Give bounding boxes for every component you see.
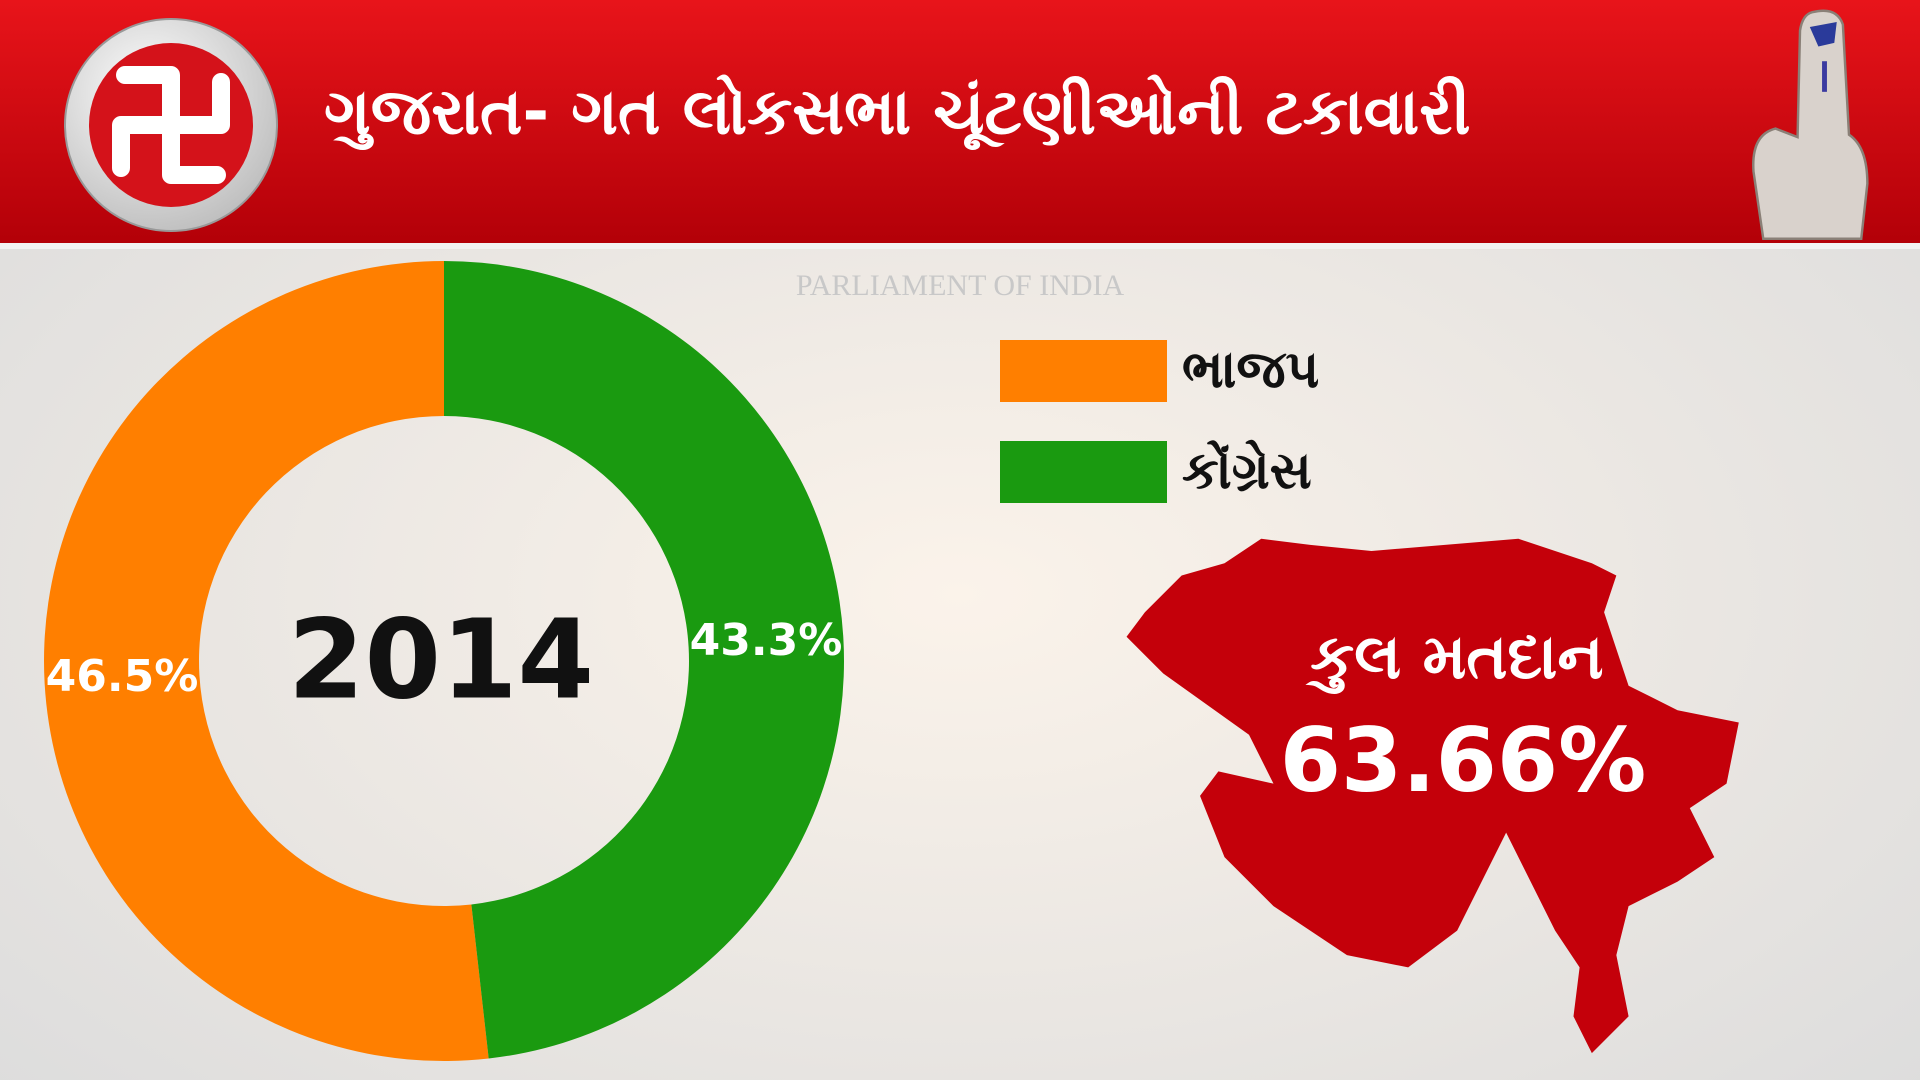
donut-chart: 46.5% 43.3% [44,261,845,1061]
value-label: 46.5% [46,651,199,702]
legend-label: ભાજપ [1182,340,1319,400]
legend: ભાજપ કોંગ્રેસ [1000,340,1319,503]
watermark: PARLIAMENT OF INDIA [796,269,1125,302]
header-bar [0,0,1920,243]
total-label: કુલ મતદાન [1305,620,1603,694]
header-edge [0,243,1920,249]
donut-segment [444,261,845,1059]
logo [64,18,278,232]
value-label: 43.3% [690,615,843,666]
voter-finger-icon [1752,9,1869,241]
title: ગુજરાત- ગત લોકસભા ચૂંટણીઓની ટકાવારી [324,75,1471,151]
center-label: 2014 [288,595,594,723]
total-value: 63.66% [1280,709,1647,812]
legend-swatch [1000,441,1167,503]
gujarat-map [1126,538,1739,1054]
legend-swatch [1000,340,1167,402]
donut-segment [44,261,489,1061]
legend-label: કોંગ્રેસ [1182,439,1312,501]
